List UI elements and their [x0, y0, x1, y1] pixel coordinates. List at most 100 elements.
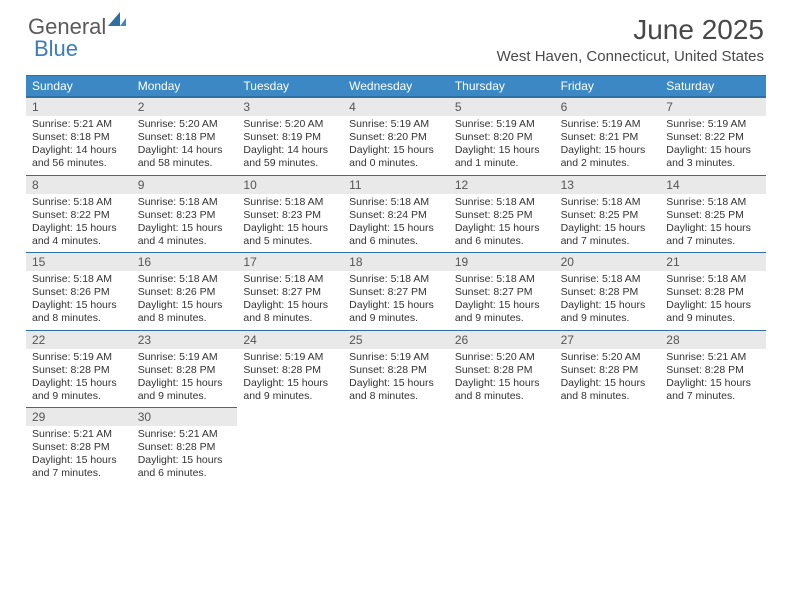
daylight-line-1: Daylight: 14 hours [32, 144, 126, 157]
day-body: Sunrise: 5:20 AMSunset: 8:28 PMDaylight:… [555, 349, 661, 404]
day-number: 6 [555, 97, 661, 116]
location: West Haven, Connecticut, United States [497, 48, 764, 65]
daylight-line-2: and 9 minutes. [138, 390, 232, 403]
day-number: 16 [132, 252, 238, 271]
sunset-line: Sunset: 8:25 PM [666, 209, 760, 222]
day-number: 4 [343, 97, 449, 116]
day-cell: 16Sunrise: 5:18 AMSunset: 8:26 PMDayligh… [132, 252, 238, 330]
daylight-line-1: Daylight: 14 hours [138, 144, 232, 157]
day-body: Sunrise: 5:18 AMSunset: 8:27 PMDaylight:… [237, 271, 343, 326]
day-cell: 19Sunrise: 5:18 AMSunset: 8:27 PMDayligh… [449, 252, 555, 330]
day-number: 11 [343, 175, 449, 194]
sunset-line: Sunset: 8:25 PM [455, 209, 549, 222]
day-body: Sunrise: 5:19 AMSunset: 8:20 PMDaylight:… [343, 116, 449, 171]
day-body: Sunrise: 5:18 AMSunset: 8:24 PMDaylight:… [343, 194, 449, 249]
dow-monday: Monday [132, 76, 238, 96]
day-body: Sunrise: 5:21 AMSunset: 8:28 PMDaylight:… [660, 349, 766, 404]
sunset-line: Sunset: 8:28 PM [561, 364, 655, 377]
day-cell: 6Sunrise: 5:19 AMSunset: 8:21 PMDaylight… [555, 97, 661, 175]
daylight-line-2: and 0 minutes. [349, 157, 443, 170]
sunrise-line: Sunrise: 5:18 AM [138, 273, 232, 286]
daylight-line-2: and 8 minutes. [138, 312, 232, 325]
sunset-line: Sunset: 8:24 PM [349, 209, 443, 222]
dow-friday: Friday [555, 76, 661, 96]
day-body: Sunrise: 5:18 AMSunset: 8:26 PMDaylight:… [132, 271, 238, 326]
sunrise-line: Sunrise: 5:19 AM [561, 118, 655, 131]
day-body: Sunrise: 5:21 AMSunset: 8:18 PMDaylight:… [26, 116, 132, 171]
sunset-line: Sunset: 8:22 PM [32, 209, 126, 222]
sunrise-line: Sunrise: 5:18 AM [243, 273, 337, 286]
day-body: Sunrise: 5:20 AMSunset: 8:19 PMDaylight:… [237, 116, 343, 171]
day-number: 1 [26, 97, 132, 116]
sunrise-line: Sunrise: 5:19 AM [32, 351, 126, 364]
sunset-line: Sunset: 8:28 PM [138, 364, 232, 377]
dow-saturday: Saturday [660, 76, 766, 96]
sunset-line: Sunset: 8:28 PM [32, 441, 126, 454]
day-cell: 29Sunrise: 5:21 AMSunset: 8:28 PMDayligh… [26, 407, 132, 485]
daylight-line-1: Daylight: 15 hours [243, 299, 337, 312]
dow-thursday: Thursday [449, 76, 555, 96]
day-cell: 28Sunrise: 5:21 AMSunset: 8:28 PMDayligh… [660, 330, 766, 408]
daylight-line-2: and 9 minutes. [243, 390, 337, 403]
daylight-line-1: Daylight: 15 hours [349, 299, 443, 312]
day-cell: 25Sunrise: 5:19 AMSunset: 8:28 PMDayligh… [343, 330, 449, 408]
dow-wednesday: Wednesday [343, 76, 449, 96]
day-body: Sunrise: 5:19 AMSunset: 8:28 PMDaylight:… [26, 349, 132, 404]
sunset-line: Sunset: 8:27 PM [243, 286, 337, 299]
daylight-line-1: Daylight: 14 hours [243, 144, 337, 157]
day-cell: 12Sunrise: 5:18 AMSunset: 8:25 PMDayligh… [449, 175, 555, 253]
calendar: Sunday Monday Tuesday Wednesday Thursday… [26, 75, 766, 485]
daylight-line-2: and 6 minutes. [138, 467, 232, 480]
daylight-line-2: and 56 minutes. [32, 157, 126, 170]
daylight-line-1: Daylight: 15 hours [138, 222, 232, 235]
daylight-line-1: Daylight: 15 hours [455, 377, 549, 390]
daylight-line-1: Daylight: 15 hours [455, 299, 549, 312]
day-cell: 9Sunrise: 5:18 AMSunset: 8:23 PMDaylight… [132, 175, 238, 253]
sunset-line: Sunset: 8:26 PM [32, 286, 126, 299]
day-body: Sunrise: 5:19 AMSunset: 8:28 PMDaylight:… [132, 349, 238, 404]
day-number: 26 [449, 330, 555, 349]
day-cell: 17Sunrise: 5:18 AMSunset: 8:27 PMDayligh… [237, 252, 343, 330]
sunrise-line: Sunrise: 5:19 AM [666, 118, 760, 131]
daylight-line-2: and 58 minutes. [138, 157, 232, 170]
day-number: 20 [555, 252, 661, 271]
week-row: 1Sunrise: 5:21 AMSunset: 8:18 PMDaylight… [26, 97, 766, 175]
day-of-week-row: Sunday Monday Tuesday Wednesday Thursday… [26, 75, 766, 97]
day-number: 23 [132, 330, 238, 349]
sunset-line: Sunset: 8:28 PM [349, 364, 443, 377]
day-number: 5 [449, 97, 555, 116]
day-number: 17 [237, 252, 343, 271]
day-body: Sunrise: 5:20 AMSunset: 8:18 PMDaylight:… [132, 116, 238, 171]
daylight-line-2: and 8 minutes. [32, 312, 126, 325]
day-body: Sunrise: 5:18 AMSunset: 8:28 PMDaylight:… [660, 271, 766, 326]
day-body: Sunrise: 5:19 AMSunset: 8:28 PMDaylight:… [237, 349, 343, 404]
daylight-line-2: and 7 minutes. [32, 467, 126, 480]
day-cell: 21Sunrise: 5:18 AMSunset: 8:28 PMDayligh… [660, 252, 766, 330]
daylight-line-2: and 2 minutes. [561, 157, 655, 170]
daylight-line-1: Daylight: 15 hours [138, 454, 232, 467]
day-body: Sunrise: 5:18 AMSunset: 8:27 PMDaylight:… [449, 271, 555, 326]
title-block: June 2025 West Haven, Connecticut, Unite… [497, 14, 764, 65]
daylight-line-2: and 1 minute. [455, 157, 549, 170]
daylight-line-1: Daylight: 15 hours [32, 222, 126, 235]
day-number: 7 [660, 97, 766, 116]
sunset-line: Sunset: 8:18 PM [138, 131, 232, 144]
sunset-line: Sunset: 8:28 PM [243, 364, 337, 377]
day-cell: 14Sunrise: 5:18 AMSunset: 8:25 PMDayligh… [660, 175, 766, 253]
sunrise-line: Sunrise: 5:18 AM [666, 196, 760, 209]
day-cell: 1Sunrise: 5:21 AMSunset: 8:18 PMDaylight… [26, 97, 132, 175]
day-body: Sunrise: 5:18 AMSunset: 8:26 PMDaylight:… [26, 271, 132, 326]
sunset-line: Sunset: 8:20 PM [349, 131, 443, 144]
sunrise-line: Sunrise: 5:18 AM [561, 196, 655, 209]
daylight-line-1: Daylight: 15 hours [666, 222, 760, 235]
logo-word-2: Blue [34, 36, 78, 62]
daylight-line-1: Daylight: 15 hours [561, 299, 655, 312]
sunrise-line: Sunrise: 5:18 AM [32, 196, 126, 209]
sunset-line: Sunset: 8:27 PM [455, 286, 549, 299]
daylight-line-1: Daylight: 15 hours [32, 454, 126, 467]
sunset-line: Sunset: 8:23 PM [138, 209, 232, 222]
day-cell: 23Sunrise: 5:19 AMSunset: 8:28 PMDayligh… [132, 330, 238, 408]
daylight-line-2: and 9 minutes. [349, 312, 443, 325]
sunset-line: Sunset: 8:23 PM [243, 209, 337, 222]
sunset-line: Sunset: 8:28 PM [455, 364, 549, 377]
